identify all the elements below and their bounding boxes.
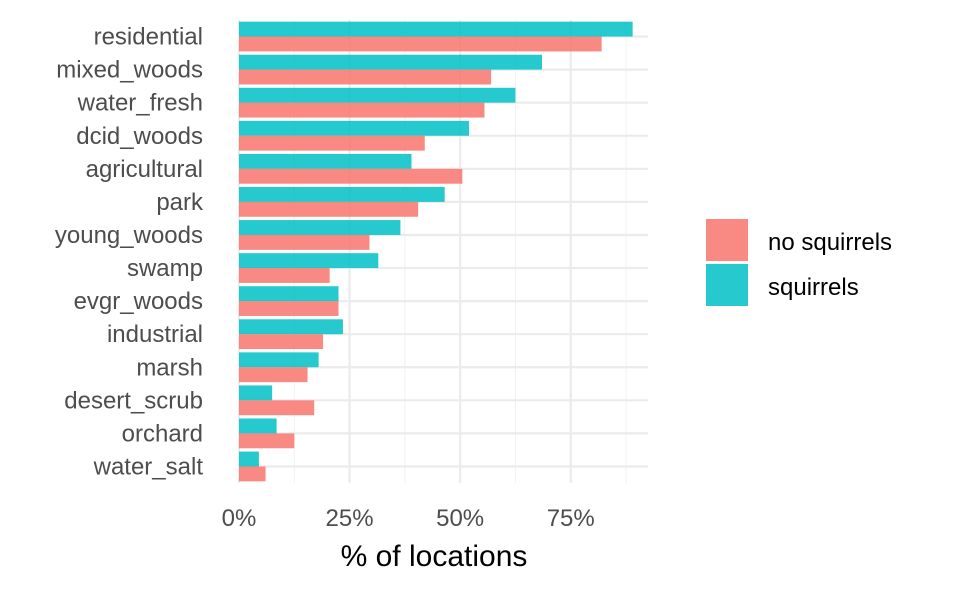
- bar-park-squirrels: [239, 187, 445, 202]
- y-tick-label-water_fresh: water_fresh: [77, 90, 203, 117]
- x-tick-label-1: 25%: [326, 505, 374, 532]
- bar-evgr_woods-squirrels: [239, 286, 339, 302]
- y-tick-label-park: park: [156, 189, 204, 216]
- y-tick-label-marsh: marsh: [136, 354, 203, 381]
- y-tick-label-orchard: orchard: [122, 420, 203, 447]
- bar-evgr_woods-no-squirrels: [239, 301, 339, 316]
- bar-water_fresh-squirrels: [239, 87, 516, 103]
- y-tick-label-water_salt: water_salt: [93, 453, 204, 480]
- y-tick-labels: residential mixed_woods water_fresh dcid_wo…: [55, 24, 204, 481]
- bar-water_salt-no-squirrels: [239, 466, 266, 482]
- y-tick-label-young_woods: young_woods: [55, 222, 203, 249]
- x-axis-title: % of locations: [341, 540, 528, 573]
- bar-residential-no-squirrels: [239, 36, 602, 52]
- x-tick-label-3: 75%: [547, 505, 595, 532]
- x-tick-labels: 0% 25% 50% 75%: [222, 505, 595, 532]
- legend-label-no-squirrels: no squirrels: [768, 229, 892, 256]
- y-tick-label-desert_scrub: desert_scrub: [64, 387, 203, 414]
- x-tick-label-2: 50%: [436, 505, 484, 532]
- bar-swamp-squirrels: [239, 253, 379, 269]
- legend: no squirrels squirrels: [706, 219, 892, 306]
- bar-swamp-no-squirrels: [239, 268, 330, 283]
- bar-young_woods-no-squirrels: [239, 234, 370, 250]
- bar-water_salt-squirrels: [239, 451, 259, 467]
- y-tick-label-swamp: swamp: [127, 255, 203, 282]
- x-tick-label-0: 0%: [222, 505, 257, 532]
- bar-young_woods-squirrels: [239, 220, 401, 235]
- bar-agricultural-squirrels: [239, 153, 412, 169]
- legend-label-squirrels: squirrels: [768, 274, 859, 301]
- bar-park-no-squirrels: [239, 201, 419, 217]
- y-tick-label-evgr_woods: evgr_woods: [74, 288, 203, 315]
- y-tick-label-residential: residential: [94, 24, 203, 51]
- bar-mixed_woods-squirrels: [239, 54, 542, 70]
- bars: [239, 21, 633, 482]
- legend-swatch-no-squirrels: [706, 219, 748, 261]
- y-tick-label-dcid_woods: dcid_woods: [76, 123, 203, 150]
- bar-marsh-squirrels: [239, 352, 319, 368]
- bar-agricultural-no-squirrels: [239, 168, 463, 184]
- bar-residential-squirrels: [239, 21, 633, 37]
- y-tick-label-industrial: industrial: [107, 321, 203, 348]
- bar-orchard-no-squirrels: [239, 433, 295, 449]
- bar-mixed_woods-no-squirrels: [239, 69, 492, 85]
- bar-industrial-squirrels: [239, 319, 343, 335]
- bar-desert_scrub-squirrels: [239, 385, 273, 401]
- bar-water_fresh-no-squirrels: [239, 102, 485, 118]
- bar-industrial-no-squirrels: [239, 334, 324, 350]
- legend-swatch-squirrels: [706, 264, 748, 306]
- y-tick-label-mixed_woods: mixed_woods: [56, 57, 203, 84]
- bar-dcid_woods-squirrels: [239, 120, 469, 136]
- y-tick-label-agricultural: agricultural: [86, 156, 203, 183]
- bar-dcid_woods-no-squirrels: [239, 135, 425, 151]
- bar-desert_scrub-no-squirrels: [239, 400, 315, 416]
- bar-marsh-no-squirrels: [239, 367, 308, 383]
- bar-orchard-squirrels: [239, 418, 277, 434]
